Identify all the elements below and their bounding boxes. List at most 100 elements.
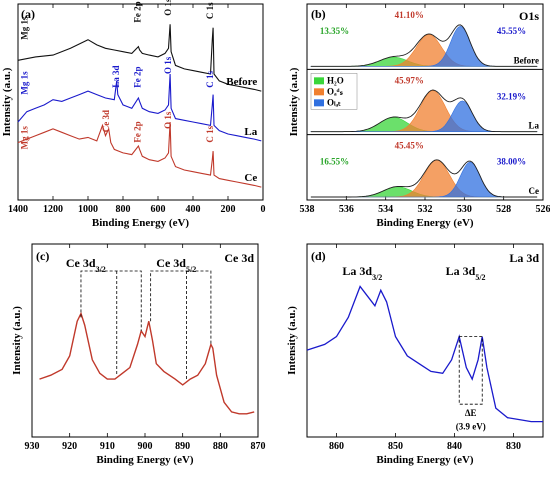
panel-a-xtick-label: 1200 [43,204,63,215]
panel-a-peak-label: Fe 2p [133,121,143,142]
panel-b-label: (b) [311,7,326,21]
panel-a-series-Before [17,24,262,92]
panel-b-sample-label: Ce [529,186,540,196]
panel-b-envelope [310,89,538,133]
panel-d-title: La 3d [509,251,539,265]
panel-d-xtick-label: 840 [447,441,462,452]
panel-b: 538 536 534 532 530 528 526 Binding Energy (eV)… [288,3,550,229]
panel-d-delta-box [458,336,483,405]
panel-c-xtick-label: 930 [25,441,40,452]
panel-c-spectrum [39,311,255,415]
panel-a-peak-label: O 1s [163,56,173,74]
panel-b-xtick-label: 526 [536,204,550,215]
panel-b-ylabel: Intensity (a.u.) [288,67,300,136]
panel-b-percent-H2O: 16.55% [320,157,349,167]
panel-b-xtick-label: 534 [378,204,393,215]
panel-a-peak-label: Ce 3d [101,110,111,132]
panel-c-xtick-label: 910 [100,441,115,452]
panel-c-xtick-label: 880 [213,441,228,452]
panel-a-xtick-label: 400 [186,204,201,215]
panel-b-envelope [310,24,538,67]
panel-b-percent-Oads: 41.10% [395,10,424,20]
panel-a-peak-label: Fe 2p [133,1,143,22]
panel-b-percent-Oads: 45.97% [395,75,424,85]
panel-a-ylabel: Intensity (a.u.) [1,67,13,136]
panel-d-label: (d) [311,249,326,263]
panel-a: 1400 1200 1000 800 600 400 200 0 Binding Energy … [1,0,266,229]
panel-d-xtick-label: 860 [329,441,344,452]
panel-b-xtick-label: 528 [496,204,511,215]
panel-a-peak-label: Mg 1s [20,71,30,95]
panel-a-peak-label: C 1s [205,125,215,142]
panel-d-frame [306,243,544,438]
panel-a-peak-label: La 3d [111,65,121,87]
panel-a-xtick-label: 600 [151,204,166,215]
panel-b-component-Oads [310,34,538,67]
panel-a-frame [17,3,264,201]
panel-c-xtick-label: 920 [62,441,77,452]
panel-c-xlabel: Binding Energy (eV) [96,454,194,466]
panel-b-xtick-label: 538 [300,204,315,215]
panel-a-legend-La: La [244,126,257,138]
panel-d-spectrum [306,285,543,423]
panel-a-xlabel: Binding Energy (eV) [92,217,190,229]
panel-d-xlabel: Binding Energy (eV) [376,454,474,466]
panel-a-legend-Ce: Ce [244,172,257,184]
panel-d-ylabel: Intensity (a.u.) [286,306,298,375]
panel-b-percent-Oads: 45.45% [395,141,424,151]
panel-a-peak-label: C 1s [205,70,215,87]
panel-d-delta-value: (3.9 eV) [456,421,486,431]
panel-d-xtick-label: 830 [506,441,521,452]
panel-b-percent-Olat: 38.00% [497,157,526,167]
panel-b-legend-swatch [314,99,324,107]
panel-b-title: O1s [519,9,539,23]
panel-c-xtick-label: 900 [138,441,153,452]
panel-b-legend-swatch [314,88,324,96]
panel-c-title: Ce 3d [224,251,254,265]
panel-c-bracket-3d32 [80,270,142,331]
panel-a-series-La [17,73,262,142]
panel-a-peak-label: O 1s [163,0,173,16]
panel-b-percent-Olat: 45.55% [497,26,526,36]
panel-b-xtick-label: 532 [418,204,433,215]
panel-d: 860 850 840 830 Binding Energy (eV) Intensity… [286,243,544,466]
panel-a-xtick-label: 800 [116,204,131,215]
panel-b-xtick-label: 536 [339,204,354,215]
panel-d-peak-3d32: La 3d3/2 [342,264,382,282]
panel-b-legend-entry: Oₐᵈₛ [327,86,344,96]
panel-c-bracket-3d52 [150,270,212,345]
panel-c-frame [31,243,259,438]
panel-a-label: (a) [21,7,35,21]
panel-a-xtick-label: 1000 [78,204,98,215]
panel-b-legend-swatch [314,77,324,85]
panel-a-xtick-label: 200 [221,204,236,215]
panel-c-peak-3d32: Ce 3d3/2 [66,256,106,274]
panel-a-peak-label: Fe 2p [133,66,143,87]
panel-c-xtick-label: 890 [175,441,190,452]
panel-d-peak-3d52: La 3d5/2 [446,264,486,282]
panel-b-sample-label: La [528,121,539,131]
panel-c-xtick-label: 870 [251,441,266,452]
panel-c-peak-3d52: Ce 3d5/2 [156,256,196,274]
panel-d-xtick-label: 850 [388,441,403,452]
panel-b-sample-label: Before [514,55,539,65]
panel-d-delta-label: ΔE [465,408,477,418]
panel-c-ylabel: Intensity (a.u.) [11,306,23,375]
panel-a-series-Ce [17,121,262,188]
panel-a-legend-Before: Before [226,76,257,88]
panel-b-legend-entry: Oₗₐₜ [327,97,341,107]
panel-c-label: (c) [36,249,49,263]
panel-b-percent-Olat: 32.19% [497,91,526,101]
panel-a-peak-label: O 1s [163,111,173,129]
panel-a-peak-label: Mg 1s [20,126,30,150]
panel-a-peak-label: C 1s [205,2,215,19]
panel-a-xtick-label: 0 [261,204,266,215]
panel-c: 930 920 910 900 890 880 870 Binding Energy (eV)… [11,243,266,466]
panel-a-peak-label: Mg 1s [20,16,30,40]
panel-b-xlabel: Binding Energy (eV) [376,217,474,229]
panel-b-envelope [310,159,538,198]
panel-b-percent-H2O: 13.35% [320,26,349,36]
panel-a-xtick-label: 1400 [8,204,28,215]
panel-b-legend-entry: H₂O [327,75,344,85]
